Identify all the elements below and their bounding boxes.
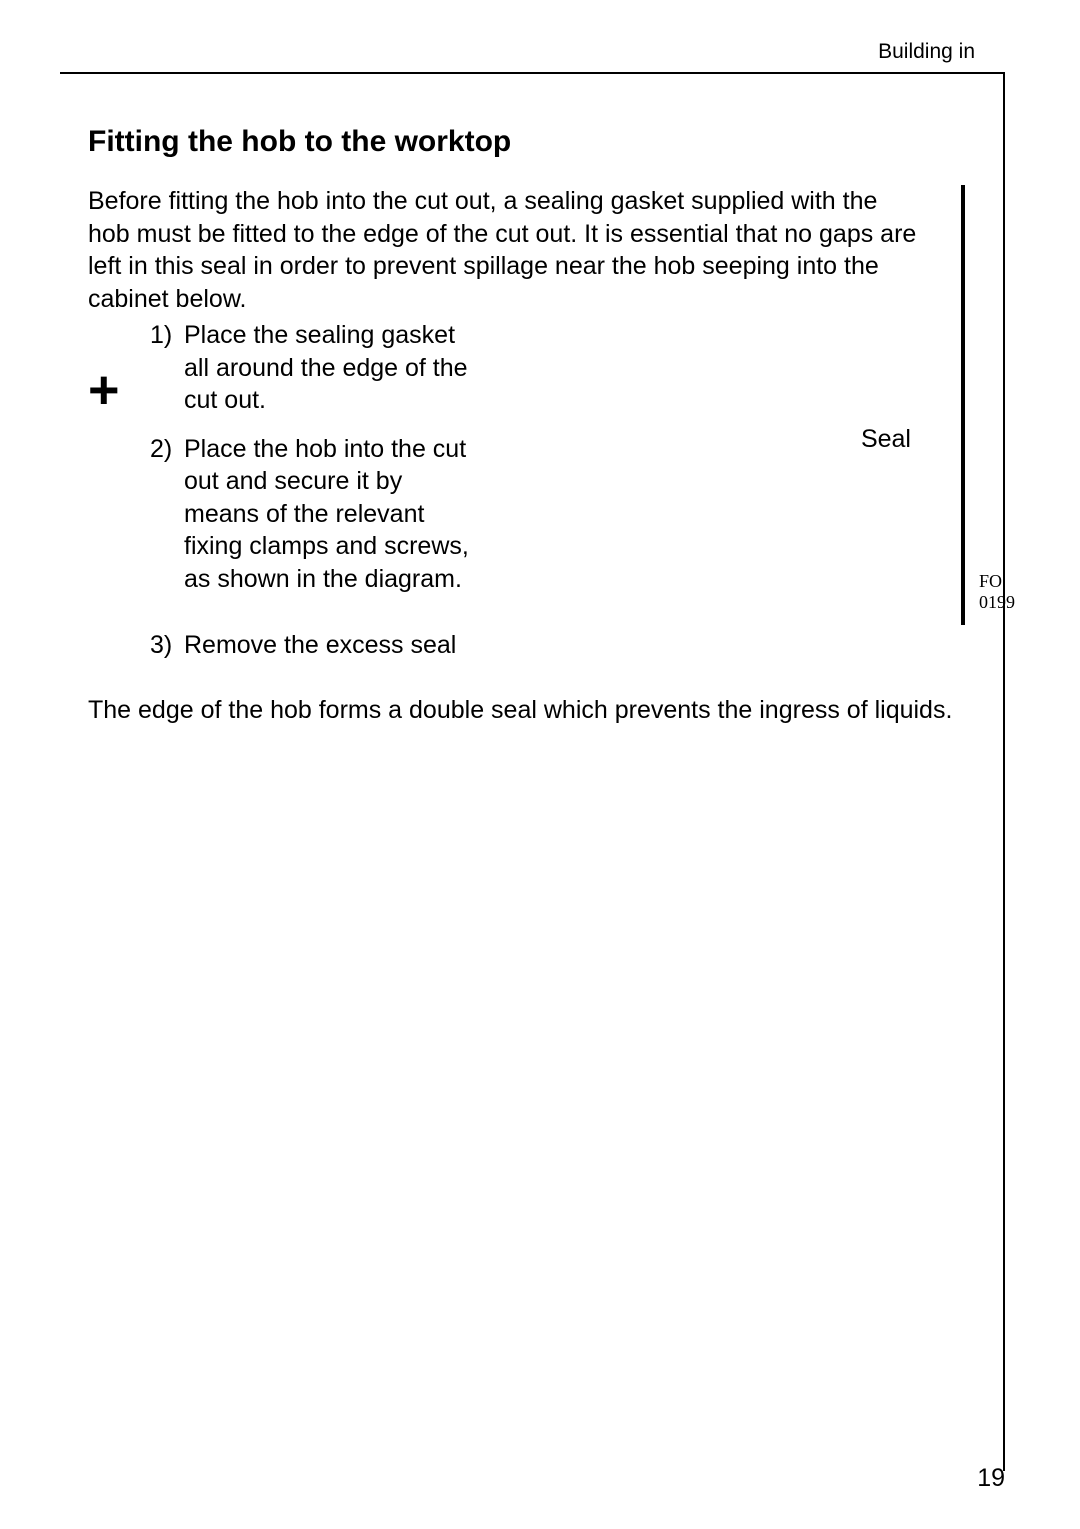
diagram-figure: Seal FO 0199 bbox=[961, 185, 965, 625]
step-number: 3) bbox=[150, 629, 184, 662]
intro-paragraph: Before fitting the hob into the cut out,… bbox=[88, 185, 925, 315]
intro-and-steps-column: Before fitting the hob into the cut out,… bbox=[88, 185, 925, 611]
closing-paragraph: The edge of the hob forms a double seal … bbox=[88, 694, 965, 727]
diagram-seal-label: Seal bbox=[861, 425, 911, 454]
intro-row: Before fitting the hob into the cut out,… bbox=[88, 185, 965, 625]
plus-icon: + bbox=[88, 363, 146, 417]
step-text: Remove the excess seal bbox=[184, 629, 965, 662]
step-1: 1) Place the sealing gasket all around t… bbox=[150, 319, 470, 417]
step-number: 2) bbox=[150, 433, 184, 596]
page-number: 19 bbox=[977, 1464, 1005, 1493]
page-content: Fitting the hob to the worktop Before fi… bbox=[88, 125, 965, 726]
steps-block: + 1) Place the sealing gasket all around… bbox=[88, 319, 925, 611]
step-text: Place the hob into the cut out and secur… bbox=[184, 433, 470, 596]
steps-list: 1) Place the sealing gasket all around t… bbox=[150, 319, 470, 611]
diagram-reference: FO 0199 bbox=[979, 571, 1015, 613]
section-title: Fitting the hob to the worktop bbox=[88, 125, 965, 159]
step-number: 1) bbox=[150, 319, 184, 417]
step-2: 2) Place the hob into the cut out and se… bbox=[150, 433, 470, 596]
header-section-label: Building in bbox=[878, 40, 975, 64]
header-divider bbox=[60, 72, 1005, 74]
step-3: 3) Remove the excess seal bbox=[150, 629, 965, 662]
document-page: Building in Fitting the hob to the workt… bbox=[0, 0, 1080, 1529]
page-header: Building in bbox=[60, 40, 1020, 80]
step-text: Place the sealing gasket all around the … bbox=[184, 319, 470, 417]
right-margin-rule bbox=[1003, 72, 1005, 1471]
